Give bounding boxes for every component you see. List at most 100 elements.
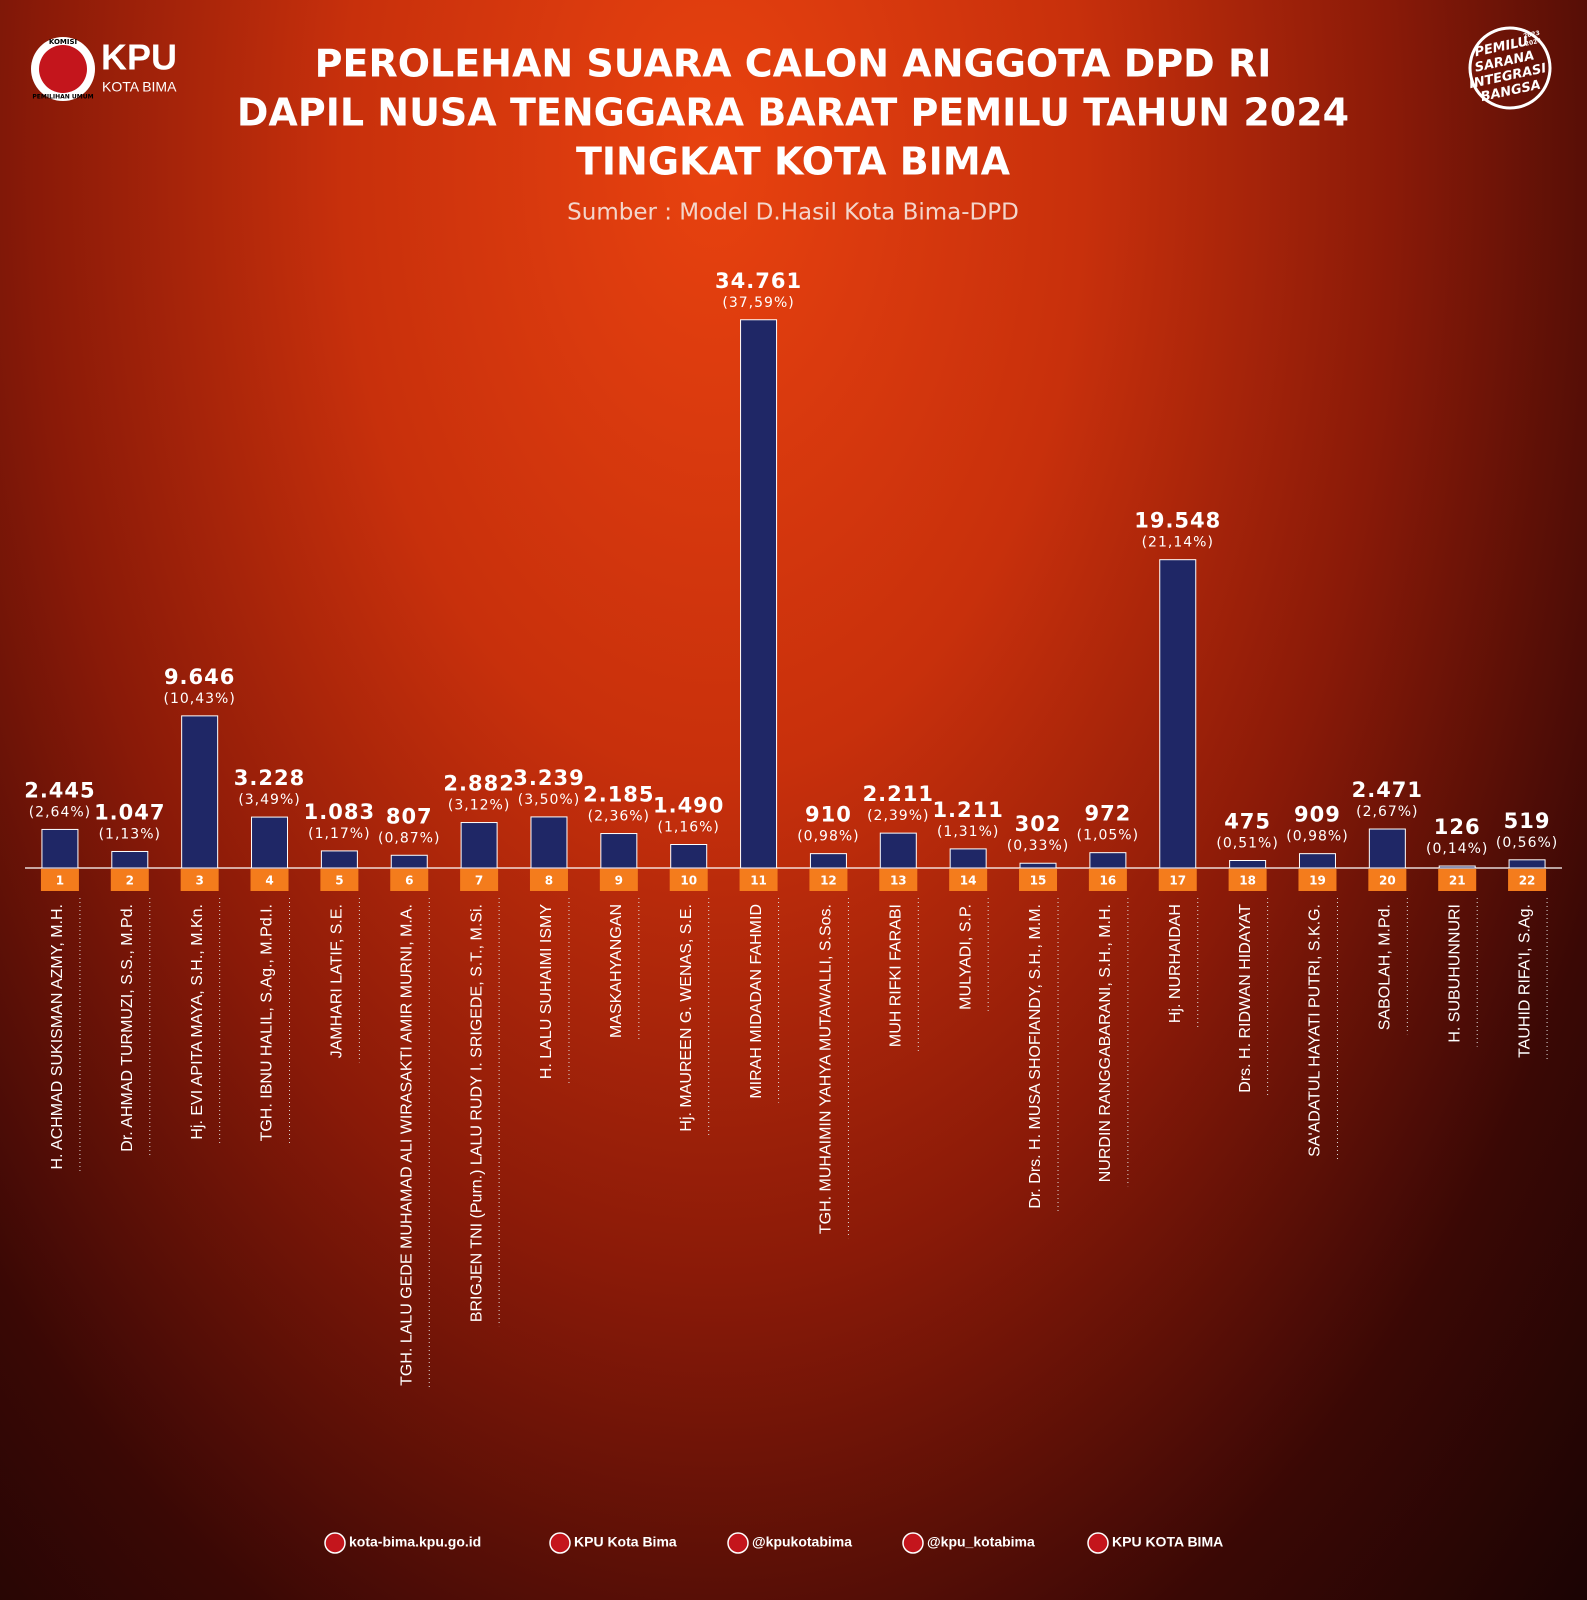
x-tick-label: H. LALU SUHAIMI ISMY xyxy=(538,904,555,1079)
bar xyxy=(1368,828,1406,869)
percent-label: (3,12%) xyxy=(448,798,510,814)
badge-year: 2023 xyxy=(1523,30,1541,40)
x-tick-label: MUH RIFKI FARABI xyxy=(888,904,905,1047)
percent-label: (37,59%) xyxy=(722,295,794,311)
bar xyxy=(1159,559,1197,869)
bar xyxy=(670,844,708,869)
bar xyxy=(320,850,358,869)
x-tick-label: Drs. H. RIDWAN HIDAYAT xyxy=(1237,904,1254,1093)
number-box xyxy=(180,869,219,891)
ballot-number: 10 xyxy=(680,874,697,888)
bar xyxy=(1508,859,1546,869)
ballot-number: 1 xyxy=(56,874,64,888)
bar xyxy=(1298,853,1336,869)
chart-title: PEROLEHAN SUARA CALON ANGGOTA DPD RI xyxy=(315,42,1272,86)
footer-link: KPU KOTA BIMA xyxy=(1112,1534,1223,1550)
number-box xyxy=(949,869,988,891)
percent-label: (3,50%) xyxy=(518,792,580,808)
footer-icon xyxy=(902,1532,924,1554)
percent-label: (2,39%) xyxy=(867,808,929,824)
value-label: 126 xyxy=(1434,815,1481,839)
number-box xyxy=(250,869,289,891)
footer-icon xyxy=(324,1532,346,1554)
value-label: 1.211 xyxy=(932,798,1003,822)
number-box xyxy=(320,869,359,891)
ballot-number: 16 xyxy=(1100,874,1117,888)
x-tick-label: Hj. MAUREEN G. WENAS, S.E. xyxy=(678,904,695,1132)
bar xyxy=(460,822,498,869)
ballot-number: 17 xyxy=(1169,874,1186,888)
percent-label: (0,51%) xyxy=(1216,836,1278,852)
value-label: 2.445 xyxy=(24,778,95,802)
footer-link: @kpukotabima xyxy=(752,1534,852,1550)
ballot-number: 21 xyxy=(1449,874,1466,888)
percent-label: (0,56%) xyxy=(1496,835,1558,851)
value-label: 1.083 xyxy=(304,800,375,824)
bar xyxy=(1229,860,1267,869)
percent-label: (1,16%) xyxy=(658,820,720,836)
logo-small: KOMISI xyxy=(49,38,77,46)
number-box xyxy=(1368,869,1407,891)
x-tick-label: MIRAH MIDADAN FAHMID xyxy=(748,904,765,1099)
x-tick-label: MASKAHYANGAN xyxy=(608,904,625,1038)
number-box xyxy=(599,869,638,891)
percent-label: (21,14%) xyxy=(1142,535,1214,551)
logo-main: KPU xyxy=(101,37,177,78)
ballot-number: 5 xyxy=(335,874,343,888)
x-tick-label: MULYADI, S.P. xyxy=(957,904,974,1010)
ballot-number: 14 xyxy=(960,874,977,888)
value-label: 910 xyxy=(805,803,852,827)
bar xyxy=(111,850,149,869)
percent-label: (10,43%) xyxy=(164,691,236,707)
number-box xyxy=(879,869,918,891)
badge-year: 2024 xyxy=(1524,37,1542,47)
number-box xyxy=(1088,869,1127,891)
bar xyxy=(740,319,778,869)
value-label: 519 xyxy=(1504,809,1551,833)
percent-label: (0,98%) xyxy=(1286,829,1348,845)
number-box xyxy=(669,869,708,891)
bar xyxy=(251,816,289,869)
number-box xyxy=(1438,869,1477,891)
bar xyxy=(949,848,987,869)
x-tick-label: TGH. MUHAIMIN YAHYA MUTAWALLI, S.Sos. xyxy=(818,904,835,1234)
number-box xyxy=(390,869,429,891)
percent-label: (0,98%) xyxy=(797,829,859,845)
footer-icon xyxy=(549,1532,571,1554)
bar xyxy=(1438,865,1476,869)
number-box xyxy=(1508,869,1547,891)
footer-link: kota-bima.kpu.go.id xyxy=(349,1534,481,1550)
ballot-number: 9 xyxy=(615,874,623,888)
logo-sub: KOTA BIMA xyxy=(102,79,177,95)
ballot-number: 22 xyxy=(1519,874,1536,888)
percent-label: (2,67%) xyxy=(1356,804,1418,820)
number-box xyxy=(40,869,79,891)
value-label: 2.211 xyxy=(863,782,934,806)
ballot-number: 2 xyxy=(126,874,134,888)
ballot-number: 15 xyxy=(1030,874,1047,888)
percent-label: (0,33%) xyxy=(1007,838,1069,854)
x-tick-label: H. ACHMAD SUKISMAN AZMY, M.H. xyxy=(49,904,66,1170)
number-box xyxy=(110,869,149,891)
percent-label: (0,87%) xyxy=(378,830,440,846)
footer-icon xyxy=(1087,1532,1109,1554)
value-label: 2.882 xyxy=(443,772,514,796)
kpu-logo: KOMISI PEMILIHAN UMUM KPU KOTA BIMA xyxy=(31,37,177,101)
ballot-number: 12 xyxy=(820,874,837,888)
value-label: 475 xyxy=(1224,810,1271,834)
x-tick-label: JAMHARI LATIF, S.E. xyxy=(329,904,346,1058)
bar xyxy=(879,832,917,869)
chart-subtitle: Sumber : Model D.Hasil Kota Bima-DPD xyxy=(567,200,1019,226)
bar xyxy=(1089,852,1127,869)
ballot-number: 13 xyxy=(890,874,907,888)
x-tick-label: Dr. Drs. H. MUSA SHOFIANDY, S.H., M.M. xyxy=(1027,904,1044,1209)
value-label: 3.228 xyxy=(234,766,305,790)
percent-label: (1,17%) xyxy=(308,826,370,842)
chart-title: DAPIL NUSA TENGGARA BARAT PEMILU TAHUN 2… xyxy=(237,91,1349,135)
ballot-number: 18 xyxy=(1239,874,1256,888)
value-label: 972 xyxy=(1084,802,1131,826)
x-tick-label: Hj. EVI APITA MAYA, S.H., M.Kn. xyxy=(189,904,206,1140)
x-tick-label: TGH. LALU GEDE MUHAMAD ALI WIRASAKTI AMI… xyxy=(398,904,415,1386)
